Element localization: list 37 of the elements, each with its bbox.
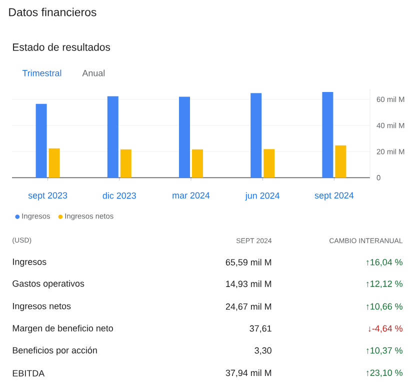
text: ↓-4,64 % bbox=[368, 325, 402, 333]
bar bbox=[120, 149, 132, 178]
bar bbox=[322, 92, 334, 178]
text: 3,30 bbox=[254, 347, 272, 355]
x-tick-label: mar 2024 bbox=[172, 192, 210, 199]
text: Gastos operativos bbox=[12, 280, 84, 288]
bar bbox=[179, 96, 190, 178]
text: ↑16,04 % bbox=[366, 258, 402, 266]
text: ↑23,10 % bbox=[366, 370, 402, 377]
text: 37,61 bbox=[250, 325, 272, 333]
text: 24,67 mil M bbox=[226, 303, 272, 311]
text: ↑12,12 % bbox=[366, 280, 402, 288]
text: 14,93 mil M bbox=[226, 280, 272, 288]
x-tick-label: sept 2024 bbox=[314, 192, 354, 200]
text: Beneficios por acción bbox=[12, 346, 97, 356]
text: ↑10,66 % bbox=[366, 303, 402, 311]
bar bbox=[48, 148, 60, 178]
bar bbox=[335, 145, 346, 178]
text: EBITDA bbox=[12, 370, 45, 376]
text: Ingresos bbox=[13, 258, 46, 267]
bar bbox=[264, 149, 275, 178]
text: Margen de beneficio neto bbox=[12, 324, 113, 334]
bar bbox=[107, 96, 118, 178]
text: 37,94 mil M bbox=[226, 369, 272, 378]
x-tick-label: jun 2024 bbox=[245, 192, 280, 201]
bar bbox=[36, 104, 47, 178]
text: 65,59 mil M bbox=[226, 258, 272, 267]
x-tick-label: sept 2023 bbox=[28, 192, 68, 200]
bar bbox=[192, 149, 203, 178]
text: Trimestral bbox=[22, 70, 62, 76]
text: ↑10,37 % bbox=[366, 347, 402, 355]
text: Anual bbox=[82, 70, 105, 76]
x-tick-label: dic 2023 bbox=[102, 192, 136, 199]
text: Ingresos netos bbox=[13, 302, 71, 312]
chart-title: Datos financieros bbox=[9, 8, 96, 16]
bar bbox=[250, 93, 262, 178]
chart-subtitle: Estado de resultados bbox=[13, 43, 110, 51]
